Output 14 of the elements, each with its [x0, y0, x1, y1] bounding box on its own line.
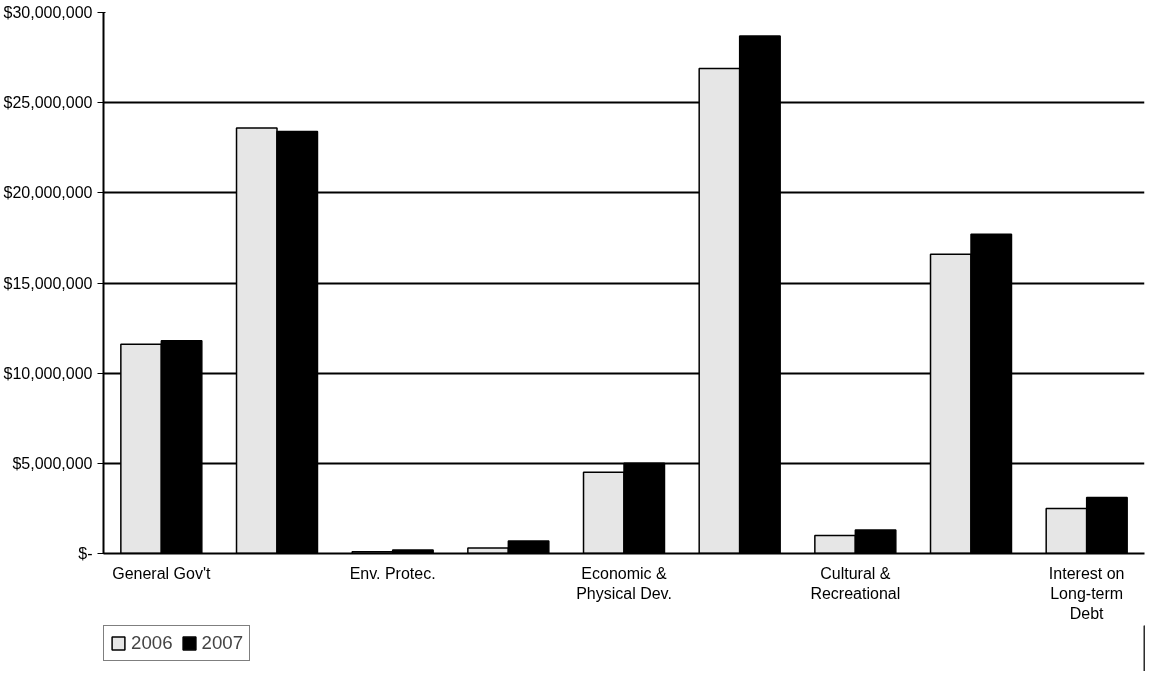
y-tick-label: $25,000,000	[3, 94, 93, 112]
y-tick-label: $15,000,000	[3, 274, 93, 292]
x-tick-label: Economic & Physical Dev.	[576, 564, 672, 602]
x-tick-label: Env. Protec.	[349, 564, 436, 582]
y-tick-label: $30,000,000	[3, 4, 93, 21]
legend-label: 2007	[201, 632, 244, 654]
y-tick-label: $10,000,000	[3, 364, 93, 382]
y-tick-label: $20,000,000	[3, 184, 93, 202]
y-tick-label: $-	[78, 545, 93, 562]
x-tick-label: General Gov't	[112, 564, 211, 582]
legend-label: 2006	[131, 632, 173, 654]
x-tick-label: Interest on Long-term Debt	[1048, 564, 1125, 623]
y-tick-label: $5,000,000	[12, 454, 93, 472]
x-tick-label: Cultural & Recreational	[810, 564, 901, 602]
